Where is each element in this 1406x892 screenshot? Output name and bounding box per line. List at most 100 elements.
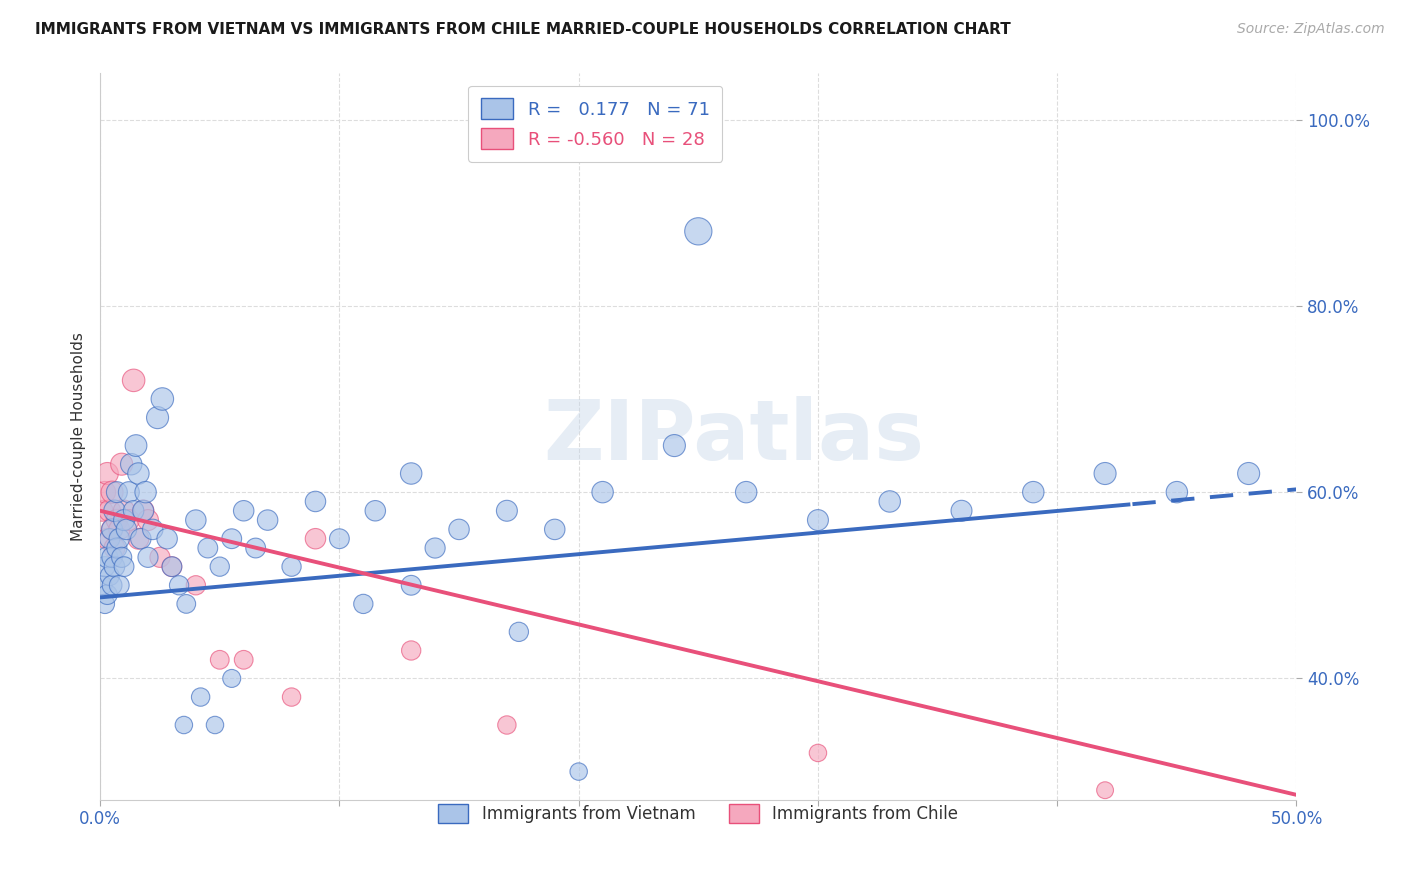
Point (120, 457, 142, 471)
Text: Source: ZipAtlas.com: Source: ZipAtlas.com (1237, 22, 1385, 37)
Point (447, 522, 470, 536)
Point (280, 690, 302, 704)
Point (544, 522, 567, 536)
Point (146, 410, 169, 425)
Legend: Immigrants from Vietnam, Immigrants from Chile: Immigrants from Vietnam, Immigrants from… (427, 792, 970, 835)
Point (91, 578, 114, 592)
Point (101, 578, 124, 592)
Point (879, 494, 901, 508)
Point (150, 392, 173, 406)
Point (98, 532, 121, 546)
Point (101, 522, 124, 536)
Point (142, 522, 165, 536)
Point (118, 513, 141, 527)
Point (96, 532, 118, 546)
Point (149, 550, 172, 565)
Point (221, 532, 243, 546)
Point (304, 532, 326, 546)
Text: IMMIGRANTS FROM VIETNAM VS IMMIGRANTS FROM CHILE MARRIED-COUPLE HOUSEHOLDS CORRE: IMMIGRANTS FROM VIETNAM VS IMMIGRANTS FR… (35, 22, 1011, 37)
Point (352, 597, 374, 611)
Point (98, 504, 121, 518)
Point (399, 467, 422, 481)
Point (256, 513, 278, 527)
Point (118, 485, 141, 500)
Point (304, 494, 326, 508)
Point (96, 550, 118, 565)
Point (190, 690, 212, 704)
Point (807, 513, 830, 527)
Point (135, 485, 157, 500)
Point (129, 532, 152, 546)
Point (184, 513, 207, 527)
Point (132, 504, 155, 518)
Point (127, 532, 149, 546)
Point (122, 504, 145, 518)
Point (364, 504, 387, 518)
Point (96, 588, 118, 602)
Point (204, 718, 226, 732)
Point (232, 504, 254, 518)
Point (101, 485, 124, 500)
Y-axis label: Married-couple Households: Married-couple Households (72, 332, 86, 541)
Point (115, 522, 138, 536)
Point (399, 643, 422, 657)
Point (91, 504, 114, 518)
Point (568, 764, 591, 779)
Point (112, 513, 135, 527)
Point (101, 550, 124, 565)
Point (688, 224, 710, 238)
Point (1094, 783, 1116, 797)
Point (1237, 467, 1260, 481)
Point (232, 653, 254, 667)
Point (101, 522, 124, 536)
Point (103, 504, 125, 518)
Point (136, 550, 159, 565)
Point (508, 624, 530, 639)
Text: ZIPatlas: ZIPatlas (544, 396, 925, 476)
Point (122, 373, 145, 387)
Point (103, 541, 125, 555)
Point (108, 522, 131, 536)
Point (664, 439, 686, 453)
Point (1022, 485, 1045, 500)
Point (197, 541, 219, 555)
Point (496, 718, 519, 732)
Point (125, 439, 148, 453)
Point (160, 559, 183, 574)
Point (112, 504, 135, 518)
Point (111, 457, 134, 471)
Point (735, 485, 758, 500)
Point (108, 532, 131, 546)
Point (328, 532, 350, 546)
Point (174, 597, 197, 611)
Point (105, 485, 128, 500)
Point (105, 541, 128, 555)
Point (208, 653, 231, 667)
Point (399, 578, 422, 592)
Point (105, 513, 128, 527)
Point (1094, 467, 1116, 481)
Point (423, 541, 446, 555)
Point (156, 532, 179, 546)
Point (280, 559, 302, 574)
Point (94, 597, 117, 611)
Point (221, 672, 243, 686)
Point (173, 718, 195, 732)
Point (160, 559, 183, 574)
Point (592, 485, 614, 500)
Point (127, 467, 149, 481)
Point (96, 467, 118, 481)
Point (136, 513, 159, 527)
Point (111, 550, 134, 565)
Point (103, 559, 125, 574)
Point (98, 569, 121, 583)
Point (245, 541, 267, 555)
Point (94, 485, 117, 500)
Point (94, 559, 117, 574)
Point (132, 504, 155, 518)
Point (184, 578, 207, 592)
Point (167, 578, 190, 592)
Point (807, 746, 830, 760)
Point (112, 559, 135, 574)
Point (108, 578, 131, 592)
